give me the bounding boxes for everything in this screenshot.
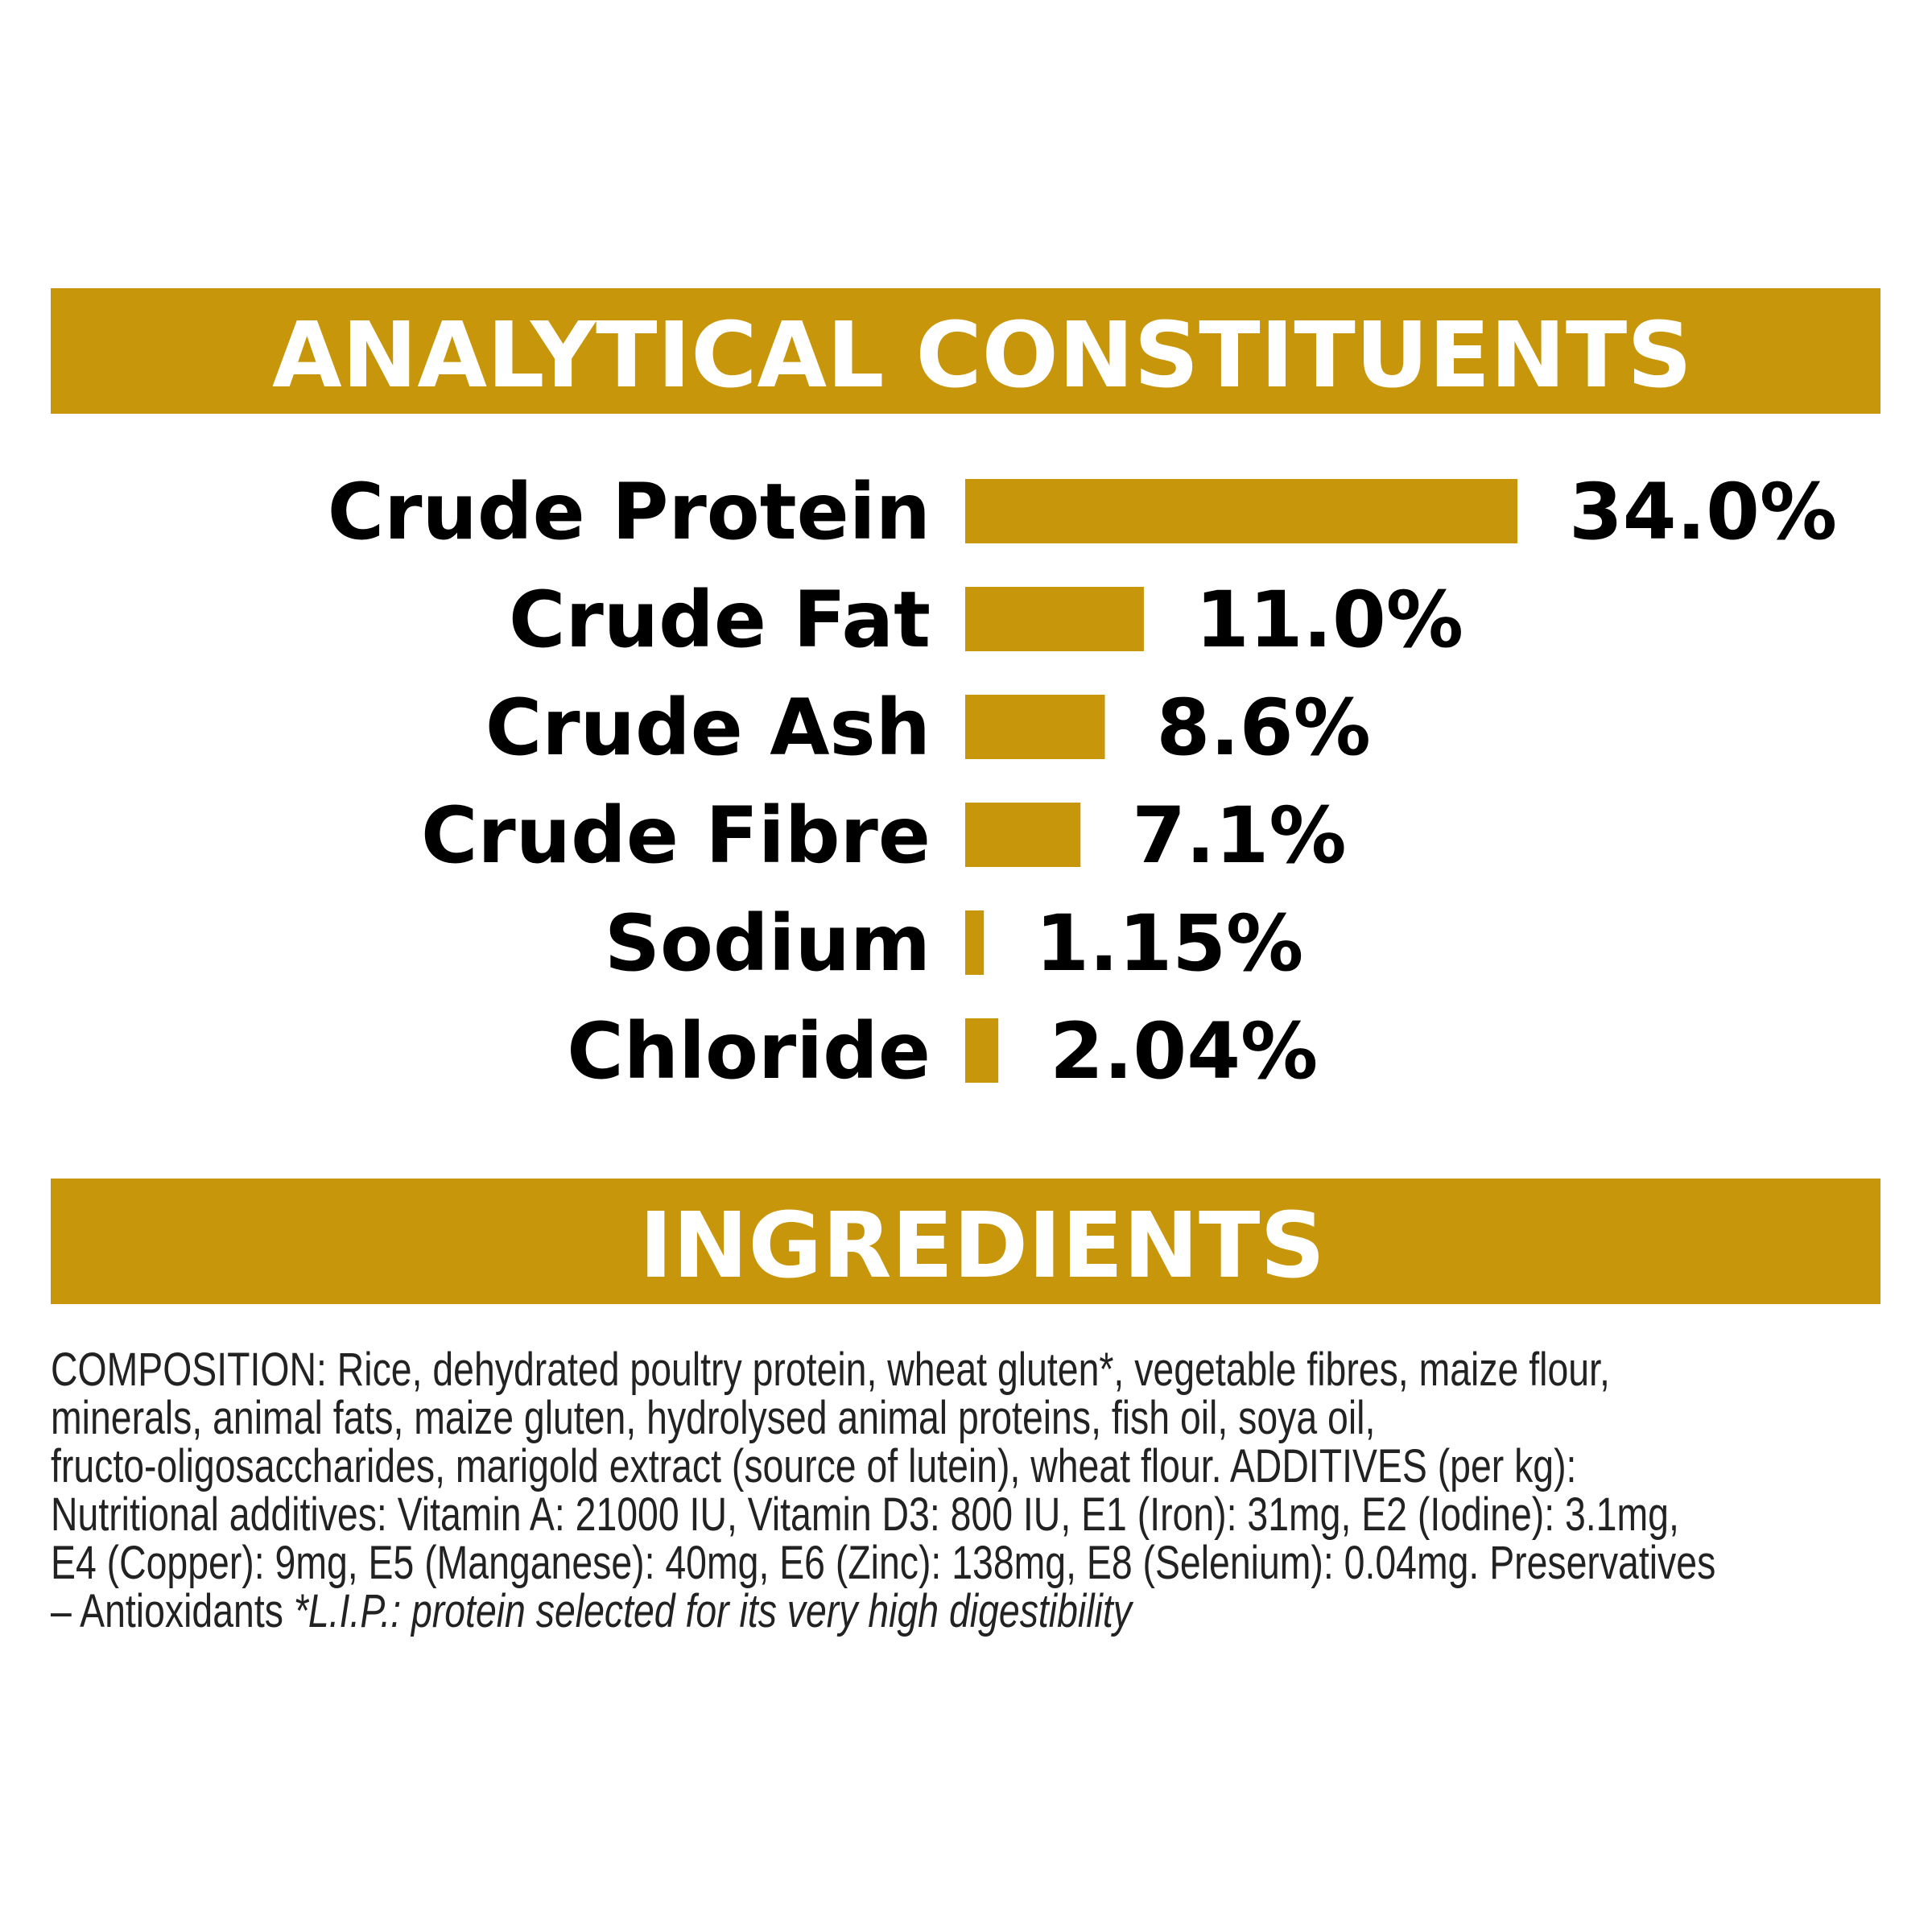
footnote: *L.I.P.: protein selected for its very h… bbox=[293, 1585, 1132, 1637]
ingredient-line: fructo-oligosaccharides, marigold extrac… bbox=[51, 1443, 1715, 1491]
category-label: Chloride bbox=[567, 1006, 931, 1096]
ingredient-line: COMPOSITION: Rice, dehydrated poultry pr… bbox=[51, 1346, 1715, 1394]
bar bbox=[965, 479, 1517, 543]
bar bbox=[965, 803, 1081, 867]
ingredient-line: minerals, animal fats, maize gluten, hyd… bbox=[51, 1394, 1715, 1443]
value-label: 2.04% bbox=[1050, 1006, 1318, 1096]
category-label: Crude Protein bbox=[328, 467, 931, 557]
bar bbox=[965, 587, 1144, 651]
category-label: Crude Fibre bbox=[421, 791, 931, 881]
chart: ANALYTICAL CONSTITUENTS INGREDIENTS Crud… bbox=[51, 288, 1880, 1304]
ingredient-line: Nutritional additives: Vitamin A: 21000 … bbox=[51, 1491, 1715, 1539]
value-label: 34.0% bbox=[1569, 467, 1837, 557]
value-label: 8.6% bbox=[1157, 683, 1371, 773]
header-band bbox=[51, 288, 1880, 414]
ingredient-text: – Antioxidants bbox=[51, 1585, 283, 1637]
value-label: 11.0% bbox=[1195, 575, 1463, 665]
category-label: Sodium bbox=[605, 898, 931, 989]
value-label: 1.15% bbox=[1035, 898, 1303, 989]
value-label: 7.1% bbox=[1132, 791, 1346, 881]
ingredient-line: E4 (Copper): 9mg, E5 (Manganese): 40mg, … bbox=[51, 1539, 1715, 1587]
ingredients-title: INGREDIENTS bbox=[639, 1194, 1325, 1298]
category-label: Crude Ash bbox=[485, 683, 931, 773]
bar bbox=[965, 1018, 999, 1083]
ingredient-text: fructo-oligosaccharides, marigold extrac… bbox=[51, 1440, 1577, 1492]
ingredients-text: COMPOSITION: Rice, dehydrated poultry pr… bbox=[51, 1346, 1715, 1636]
chart-title: ANALYTICAL CONSTITUENTS bbox=[272, 303, 1692, 408]
ingredient-text: COMPOSITION: Rice, dehydrated poultry pr… bbox=[51, 1344, 1610, 1396]
header-band bbox=[51, 1179, 1880, 1304]
ingredient-text: minerals, animal fats, maize gluten, hyd… bbox=[51, 1392, 1376, 1444]
ingredient-text: Nutritional additives: Vitamin A: 21000 … bbox=[51, 1488, 1679, 1541]
category-label: Crude Fat bbox=[509, 575, 931, 665]
ingredient-line: – Antioxidants *L.I.P.: protein selected… bbox=[51, 1587, 1715, 1636]
bar bbox=[965, 910, 985, 975]
bar bbox=[965, 695, 1105, 759]
ingredient-text: E4 (Copper): 9mg, E5 (Manganese): 40mg, … bbox=[51, 1537, 1716, 1589]
